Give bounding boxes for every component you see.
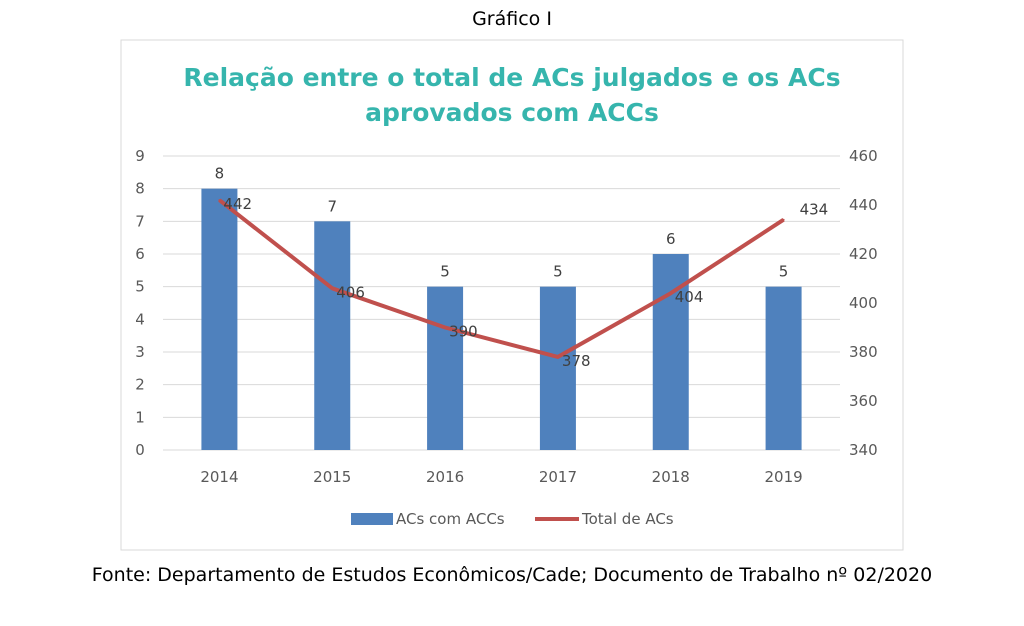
y-left-tick: 6 xyxy=(135,245,145,263)
y-left-tick: 3 xyxy=(135,343,145,361)
bar-data-label: 5 xyxy=(779,263,789,281)
legend-label-bars: ACs com ACCs xyxy=(396,510,505,528)
bar-data-label: 7 xyxy=(327,197,337,215)
line-point xyxy=(669,292,672,295)
y-right-tick: 340 xyxy=(849,441,878,459)
y-right-tick: 380 xyxy=(849,343,878,361)
bar xyxy=(539,286,576,450)
chart-title-line-1: Relação entre o total de ACs julgados e … xyxy=(183,63,840,92)
line-data-label: 378 xyxy=(562,352,591,370)
bar xyxy=(314,221,351,450)
line-data-label: 404 xyxy=(675,288,704,306)
x-tick: 2014 xyxy=(200,468,238,486)
y-right-tick: 440 xyxy=(849,196,878,214)
y-left-tick: 2 xyxy=(135,376,145,394)
bar-data-label: 6 xyxy=(666,230,676,248)
legend: ACs com ACCs Total de ACs xyxy=(351,510,674,528)
y-right-tick: 400 xyxy=(849,294,878,312)
y-left-tick: 1 xyxy=(135,408,145,426)
line-point xyxy=(556,355,559,358)
line-data-label: 406 xyxy=(336,283,365,301)
legend-swatch-bars xyxy=(351,513,393,525)
source-caption: Fonte: Departamento de Estudos Econômico… xyxy=(92,564,932,586)
bar xyxy=(765,286,802,450)
bar-data-label: 8 xyxy=(215,165,225,183)
y-right-tick: 460 xyxy=(849,147,878,165)
y-left-tick: 0 xyxy=(135,441,145,459)
x-tick: 2018 xyxy=(652,468,690,486)
x-tick: 2017 xyxy=(539,468,577,486)
y-left-tick: 8 xyxy=(135,180,145,198)
bar-data-label: 5 xyxy=(553,263,563,281)
y-left-tick: 7 xyxy=(135,212,145,230)
y-right-tick: 420 xyxy=(849,245,878,263)
line-series xyxy=(218,198,785,359)
legend-label-line: Total de ACs xyxy=(581,510,674,528)
y-right-tick: 360 xyxy=(849,392,878,410)
line-point xyxy=(331,287,334,290)
y-left-tick: 9 xyxy=(135,147,145,165)
y-left-tick: 5 xyxy=(135,278,145,296)
bar xyxy=(201,188,238,450)
x-tick: 2016 xyxy=(426,468,464,486)
y-left-tick: 4 xyxy=(135,310,145,328)
line-point xyxy=(218,199,221,202)
figure-caption: Gráfico I xyxy=(472,8,552,30)
line-data-label: 390 xyxy=(449,323,478,341)
bar xyxy=(427,286,464,450)
line-point xyxy=(782,218,785,221)
bar-data-label: 5 xyxy=(440,263,450,281)
x-tick: 2015 xyxy=(313,468,351,486)
chart-title-line-2: aprovados com ACCs xyxy=(365,98,659,127)
x-tick: 2019 xyxy=(764,468,802,486)
line-data-label: 434 xyxy=(800,201,829,219)
line-point xyxy=(444,326,447,329)
line-data-label: 442 xyxy=(223,195,252,213)
